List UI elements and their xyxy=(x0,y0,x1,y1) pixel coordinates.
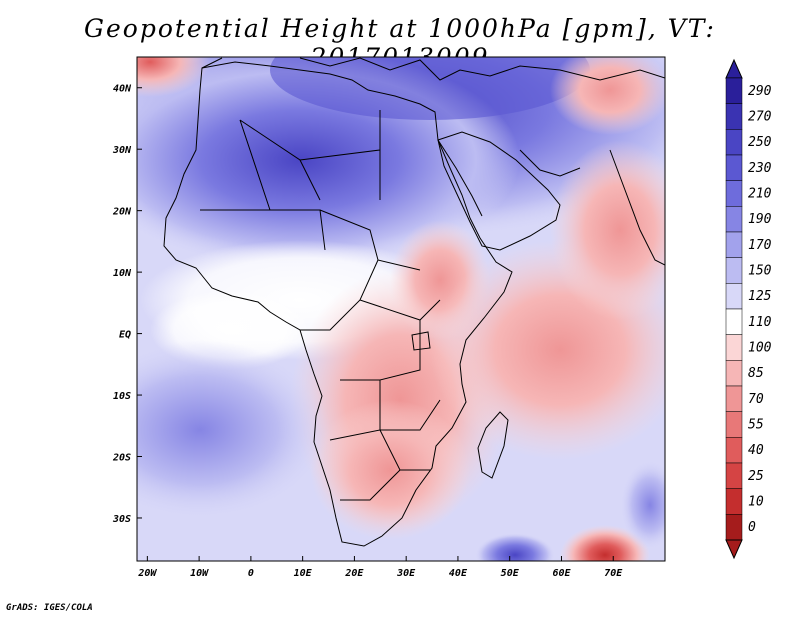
colorbar-label: 25 xyxy=(748,469,764,484)
lon-tick-label: 70E xyxy=(604,568,623,579)
colorbar-label: 125 xyxy=(748,289,772,304)
lon-tick-label: 60E xyxy=(552,568,571,579)
colorbar-label: 10 xyxy=(748,495,764,510)
colorbar-label: 170 xyxy=(748,238,772,253)
colorbar-swatch xyxy=(725,462,743,489)
coastlines xyxy=(163,57,665,547)
lat-tick-label: 20N xyxy=(112,207,132,218)
map-frame xyxy=(136,56,666,562)
lon-tick-label: 10E xyxy=(294,568,313,579)
colorbar-swatch xyxy=(725,180,743,207)
colorbar: 2902702502302101901701501251101008570554… xyxy=(725,58,772,560)
lon-tick-label: 20W xyxy=(137,568,157,579)
red-sea xyxy=(437,139,483,217)
lat-tick-label: 10S xyxy=(113,391,131,402)
colorbar-label: 70 xyxy=(748,392,764,407)
lat-tick-label: 30S xyxy=(112,514,131,525)
colorbar-swatch xyxy=(725,385,743,412)
colorbar-swatch xyxy=(725,257,743,284)
lon-tick-label: 10W xyxy=(190,568,209,579)
colorbar-label: 40 xyxy=(748,443,764,458)
colorbar-swatch xyxy=(725,437,743,464)
lat-tick-label: 20S xyxy=(112,453,131,464)
colorbar-label: 0 xyxy=(748,520,756,535)
colorbar-label: 150 xyxy=(748,264,772,279)
lon-axis: 20W 10W 0 10E 20E 30E 40E 50E 60E 70E xyxy=(137,556,623,579)
colorbar-label: 210 xyxy=(748,187,772,202)
colorbar-swatch xyxy=(725,334,743,361)
lon-tick-label: 0 xyxy=(248,568,254,579)
lat-tick-label: 40N xyxy=(113,84,132,95)
arabia-coastline xyxy=(437,131,561,251)
colorbar-swatch xyxy=(725,488,743,515)
colorbar-label: 55 xyxy=(748,418,764,433)
credit-text: GrADS: IGES/COLA xyxy=(6,603,93,613)
colorbar-swatch xyxy=(725,360,743,387)
persian-gulf xyxy=(519,149,581,177)
colorbar-swatch xyxy=(725,103,743,130)
madagascar-coastline xyxy=(477,411,509,479)
colorbar-swatch xyxy=(725,411,743,438)
lon-tick-label: 50E xyxy=(501,568,520,579)
lat-tick-label: 30N xyxy=(112,145,132,156)
colorbar-label: 290 xyxy=(748,84,772,99)
colorbar-top-arrow xyxy=(725,58,743,79)
colorbar-label: 100 xyxy=(748,341,772,356)
colorbar-label: 110 xyxy=(748,315,772,330)
colorbar-label: 190 xyxy=(748,212,772,227)
colorbar-label: 250 xyxy=(748,135,772,150)
lat-axis: 40N 30N 20N 10N EQ 10S 20S 30S xyxy=(112,84,142,525)
colorbar-swatch xyxy=(725,283,743,310)
colorbar-label: 230 xyxy=(748,161,772,176)
colorbar-swatch xyxy=(725,77,743,104)
country-borders xyxy=(200,110,441,501)
lon-tick-label: 20E xyxy=(344,568,364,579)
colorbar-label: 270 xyxy=(748,110,772,125)
lon-tick-label: 30E xyxy=(396,568,416,579)
colorbar-swatch xyxy=(725,514,743,541)
africa-coastline xyxy=(163,61,513,547)
lat-tick-label: 10N xyxy=(113,268,132,279)
colorbar-swatch xyxy=(725,231,743,258)
height-field xyxy=(137,57,665,561)
colorbar-swatch xyxy=(725,308,743,335)
colorbar-swatch xyxy=(725,206,743,233)
mediterranean-north xyxy=(201,57,665,81)
colorbar-swatch xyxy=(725,129,743,156)
lake-victoria xyxy=(411,331,431,351)
lat-tick-label: EQ xyxy=(119,330,131,341)
colorbar-swatch xyxy=(725,154,743,181)
colorbar-bottom-arrow xyxy=(725,539,743,560)
lon-tick-label: 40E xyxy=(449,568,468,579)
colorbar-label: 85 xyxy=(748,366,764,381)
india-coast xyxy=(609,149,665,266)
